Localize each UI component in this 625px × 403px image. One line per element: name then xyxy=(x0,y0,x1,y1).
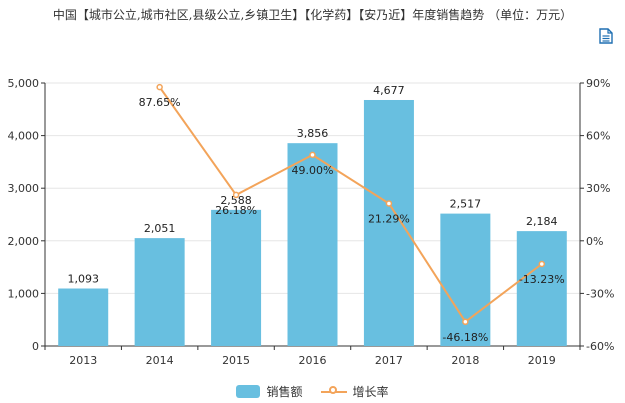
bar xyxy=(134,238,185,346)
y-left-tick-label: 1,000 xyxy=(8,287,40,300)
growth-value-label: 21.29% xyxy=(368,212,410,225)
bar-value-label: 2,588 xyxy=(220,194,252,207)
legend-label-bar: 销售额 xyxy=(266,385,303,399)
growth-point xyxy=(462,318,469,326)
growth-value-label: 26.18% xyxy=(215,204,257,217)
bar-value-label: 1,093 xyxy=(67,273,99,286)
y-left-tick-label: 5,000 xyxy=(8,77,40,90)
bar-value-label: 2,184 xyxy=(526,215,558,228)
y-right-tick-label: 30% xyxy=(586,182,610,195)
legend-label-line: 增长率 xyxy=(352,385,389,399)
x-tick-label: 2013 xyxy=(69,354,97,367)
y-right-tick-label: 0% xyxy=(586,235,603,248)
growth-point xyxy=(538,260,546,268)
growth-point xyxy=(232,191,240,199)
legend: 销售额 增长率 xyxy=(0,383,625,400)
y-right-tick-label: 90% xyxy=(586,77,610,90)
x-tick-label: 2019 xyxy=(528,354,556,367)
growth-line xyxy=(158,86,543,324)
bar xyxy=(58,288,109,346)
y-right-tick-label: -30% xyxy=(586,287,614,300)
bar xyxy=(211,209,262,346)
x-tick-label: 2017 xyxy=(375,354,403,367)
growth-value-label: 87.65% xyxy=(139,96,181,109)
y-left-tick-label: 3,000 xyxy=(8,182,40,195)
bar xyxy=(516,231,567,346)
growth-point xyxy=(156,83,163,91)
growth-value-label: -13.23% xyxy=(519,273,565,286)
y-right-tick-label: 60% xyxy=(586,130,610,143)
y-left-tick-label: 4,000 xyxy=(8,130,40,143)
growth-value-label: 49.00% xyxy=(292,164,334,177)
x-tick-label: 2018 xyxy=(451,354,479,367)
y-left-tick-label: 0 xyxy=(32,340,39,353)
y-left-tick-label: 2,000 xyxy=(8,235,40,248)
bar xyxy=(440,213,491,346)
legend-bar-swatch xyxy=(236,385,261,398)
bar xyxy=(287,143,338,346)
x-tick-label: 2015 xyxy=(222,354,250,367)
bar-value-label: 3,856 xyxy=(297,127,329,140)
legend-line-swatch xyxy=(320,385,347,398)
x-tick-label: 2016 xyxy=(299,354,327,367)
growth-value-label: -46.18% xyxy=(442,331,488,344)
growth-point xyxy=(309,151,316,159)
chart-title: 中国【城市公立,城市社区,县级公立,乡镇卫生】【化学药】【安乃近】年度销售趋势 … xyxy=(52,8,573,22)
legend-item-line[interactable]: 增长率 xyxy=(320,383,389,400)
y-right-tick-label: -60% xyxy=(586,340,614,353)
bar-value-label: 4,677 xyxy=(373,84,405,97)
growth-point xyxy=(385,200,393,207)
x-tick-label: 2014 xyxy=(146,354,174,367)
bar xyxy=(363,99,414,346)
bar-value-label: 2,517 xyxy=(450,198,482,211)
bar-value-label: 2,051 xyxy=(144,222,176,235)
document-icon[interactable] xyxy=(599,28,613,44)
legend-item-bar[interactable]: 销售额 xyxy=(236,383,303,400)
